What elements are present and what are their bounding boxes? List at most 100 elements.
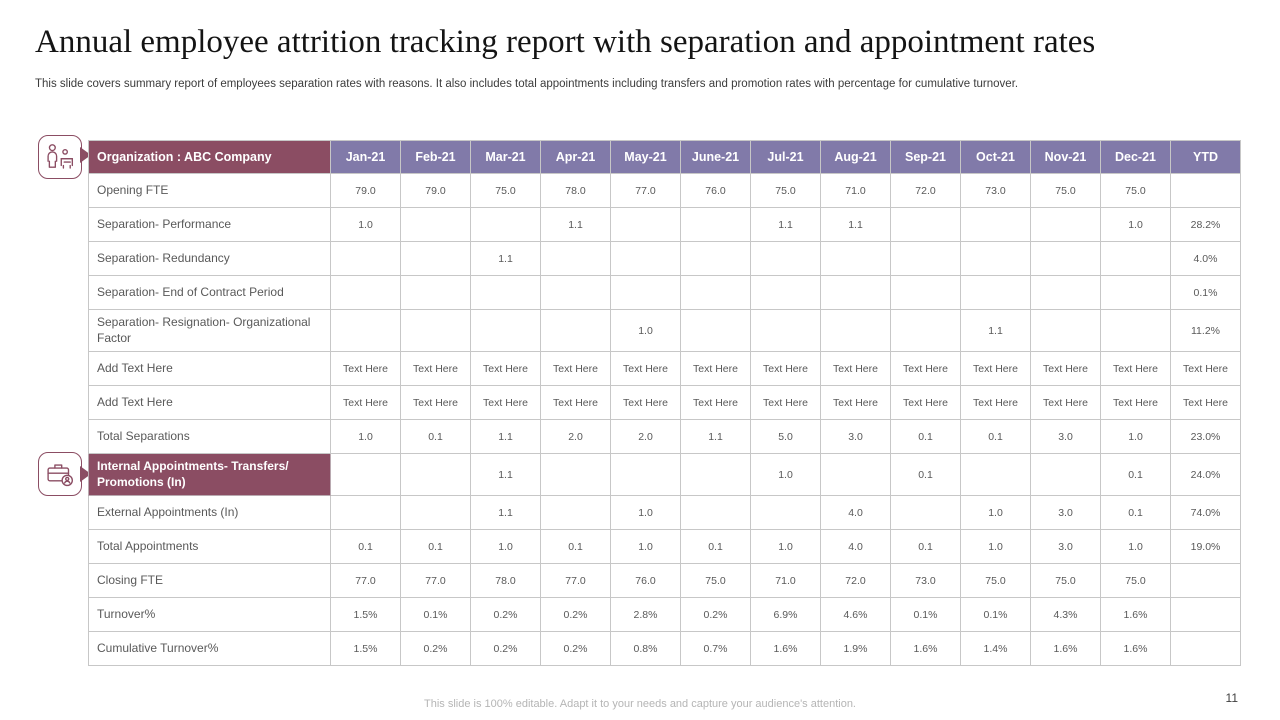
value-cell: 1.6% [1030, 631, 1101, 667]
value-cell: Text Here [540, 385, 611, 421]
value-cell [400, 453, 471, 497]
value-cell: 3.0 [1030, 419, 1101, 455]
row-label-cell: Separation- Performance [88, 207, 331, 242]
value-cell: 0.1 [400, 529, 471, 565]
table-row: Cumulative Turnover% 1.5% 0.2% 0.2% 0.2% 0.8%… [88, 631, 1241, 667]
value-cell: 1.0 [610, 529, 681, 565]
value-cell: 0.7% [680, 631, 751, 667]
value-cell [400, 207, 471, 242]
row-label-cell: Separation- End of Contract Period [88, 275, 331, 310]
value-cell: 1.0 [470, 529, 541, 565]
value-cell [1170, 631, 1241, 667]
value-cell: 1.1 [750, 207, 821, 242]
page-number: 11 [1225, 691, 1238, 705]
value-cell: 1.0 [960, 529, 1031, 565]
value-cell: 0.1 [890, 453, 961, 497]
value-cell: Text Here [1030, 385, 1101, 421]
month-header-cell: Apr-21 [540, 140, 611, 174]
value-cell [960, 453, 1031, 497]
row-label-cell: Separation- Redundancy [88, 241, 331, 276]
value-cell [750, 495, 821, 531]
value-cell [820, 308, 891, 353]
row-label-cell: Closing FTE [88, 563, 331, 599]
table-row: External Appointments (In) 1.1 1.0 4.0 1.0 3.… [88, 495, 1241, 531]
value-cell: Text Here [1030, 351, 1101, 387]
month-header-cell: Oct-21 [960, 140, 1031, 174]
value-cell [960, 275, 1031, 310]
table-header-row: Organization : ABC Company Jan-21 Feb-21 Ma… [88, 140, 1241, 174]
row-label-cell: External Appointments (In) [88, 495, 331, 531]
value-cell [1170, 597, 1241, 633]
value-cell: Text Here [820, 351, 891, 387]
value-cell: 0.1% [890, 597, 961, 633]
value-cell: 71.0 [750, 563, 821, 599]
value-cell: Text Here [610, 351, 681, 387]
value-cell [960, 241, 1031, 276]
value-cell: Text Here [400, 351, 471, 387]
value-cell: 1.5% [330, 597, 401, 633]
value-cell: 1.0 [750, 529, 821, 565]
value-cell [1030, 241, 1101, 276]
value-cell: 0.2% [680, 597, 751, 633]
value-cell [680, 241, 751, 276]
value-cell [1100, 241, 1171, 276]
value-cell [960, 207, 1031, 242]
table-row: Separation- Performance 1.0 1.1 1.1 1.1 1.0 28… [88, 207, 1241, 242]
value-cell [330, 495, 401, 531]
value-cell: 1.0 [330, 419, 401, 455]
value-cell: 74.0% [1170, 495, 1241, 531]
table-head: Organization : ABC Company Jan-21 Feb-21 Ma… [88, 140, 1241, 174]
value-cell: 71.0 [820, 173, 891, 208]
value-cell: 79.0 [400, 173, 471, 208]
value-cell: Text Here [470, 385, 541, 421]
value-cell: 0.1 [890, 419, 961, 455]
value-cell: 11.2% [1170, 308, 1241, 353]
value-cell [1170, 563, 1241, 599]
value-cell: Text Here [750, 385, 821, 421]
value-cell [610, 207, 681, 242]
value-cell [330, 275, 401, 310]
row-label-cell: Turnover% [88, 597, 331, 633]
value-cell: 0.2% [540, 631, 611, 667]
value-cell: 75.0 [470, 173, 541, 208]
row-label-cell: Opening FTE [88, 173, 331, 208]
value-cell: 75.0 [960, 563, 1031, 599]
value-cell: 19.0% [1170, 529, 1241, 565]
value-cell [540, 308, 611, 353]
value-cell: 1.1 [680, 419, 751, 455]
month-header-cell: YTD [1170, 140, 1241, 174]
value-cell [680, 453, 751, 497]
value-cell: 3.0 [820, 419, 891, 455]
value-cell [680, 275, 751, 310]
value-cell: 77.0 [540, 563, 611, 599]
value-cell: 24.0% [1170, 453, 1241, 497]
value-cell [470, 308, 541, 353]
month-header-cell: June-21 [680, 140, 751, 174]
table-row: Total Separations 1.0 0.1 1.1 2.0 2.0 1.1 5.0 3.… [88, 419, 1241, 455]
value-cell: 72.0 [890, 173, 961, 208]
value-cell [890, 495, 961, 531]
table-row: Separation- Redundancy 1.1 4.0% [88, 241, 1241, 276]
row-label-cell: Total Appointments [88, 529, 331, 565]
value-cell: 5.0 [750, 419, 821, 455]
value-cell: 1.1 [470, 453, 541, 497]
value-cell: Text Here [1170, 351, 1241, 387]
value-cell: 1.1 [960, 308, 1031, 353]
value-cell: 76.0 [610, 563, 681, 599]
value-cell [540, 453, 611, 497]
value-cell [890, 275, 961, 310]
value-cell: 2.0 [610, 419, 681, 455]
footer-note: This slide is 100% editable. Adapt it to… [424, 698, 856, 710]
value-cell: 1.0 [1100, 529, 1171, 565]
value-cell: 79.0 [330, 173, 401, 208]
value-cell [750, 241, 821, 276]
value-cell: 0.1 [680, 529, 751, 565]
attrition-table: Organization : ABC Company Jan-21 Feb-21 Ma… [88, 140, 1241, 667]
value-cell [540, 241, 611, 276]
value-cell: Text Here [750, 351, 821, 387]
org-header-cell: Organization : ABC Company [88, 140, 331, 174]
value-cell: Text Here [610, 385, 681, 421]
value-cell: 77.0 [400, 563, 471, 599]
value-cell: 0.1 [960, 419, 1031, 455]
